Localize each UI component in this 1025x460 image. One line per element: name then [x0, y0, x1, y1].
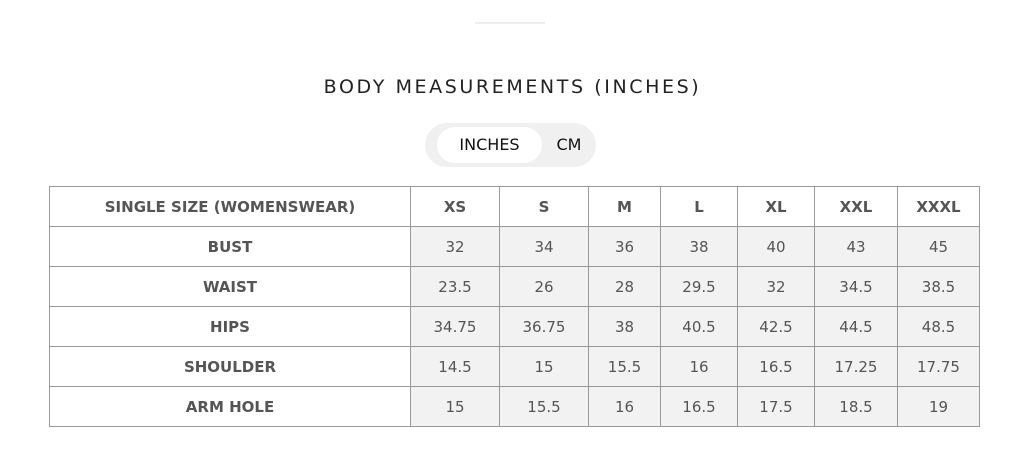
table-cell: 23.5	[410, 266, 500, 307]
table-cell: 38	[660, 226, 738, 267]
column-header: XXL	[814, 186, 898, 227]
table-cell: 26	[499, 266, 589, 307]
table-cell: 42.5	[737, 306, 815, 347]
table-cell: 15	[410, 386, 500, 427]
column-header: S	[499, 186, 589, 227]
column-header: M	[588, 186, 661, 227]
table-cell: 16	[588, 386, 661, 427]
row-label: HIPS	[49, 306, 411, 347]
table-cell: 45	[897, 226, 980, 267]
page-title: BODY MEASUREMENTS (INCHES)	[323, 76, 702, 98]
table-cell: 32	[410, 226, 500, 267]
table-cell: 29.5	[660, 266, 738, 307]
table-cell: 40	[737, 226, 815, 267]
table-cell: 36	[588, 226, 661, 267]
column-header: XXXL	[897, 186, 980, 227]
table-cell: 17.5	[737, 386, 815, 427]
table-cell: 17.25	[814, 346, 898, 387]
table-cell: 15.5	[588, 346, 661, 387]
unit-option-inches[interactable]: INCHES	[437, 127, 542, 163]
table-row: HIPS 34.75 36.75 38 40.5 42.5 44.5 48.5	[49, 306, 980, 347]
table-cell: 17.75	[897, 346, 980, 387]
table-cell: 36.75	[499, 306, 589, 347]
table-cell: 15	[499, 346, 589, 387]
column-header: XL	[737, 186, 815, 227]
table-header-row: SINGLE SIZE (WOMENSWEAR) XS S M L XL XXL XXXL	[49, 186, 980, 227]
table-cell: 16.5	[737, 346, 815, 387]
table-cell: 14.5	[410, 346, 500, 387]
table-cell: 38.5	[897, 266, 980, 307]
table-row: BUST 32 34 36 38 40 43 45	[49, 226, 980, 267]
column-header: SINGLE SIZE (WOMENSWEAR)	[49, 186, 411, 227]
table-cell: 44.5	[814, 306, 898, 347]
row-label: ARM HOLE	[49, 386, 411, 427]
unit-option-cm[interactable]: CM	[556, 135, 582, 154]
unit-toggle: INCHES CM	[425, 123, 596, 167]
table-cell: 19	[897, 386, 980, 427]
divider	[475, 22, 545, 24]
table-cell: 18.5	[814, 386, 898, 427]
table-cell: 40.5	[660, 306, 738, 347]
table-cell: 15.5	[499, 386, 589, 427]
row-label: SHOULDER	[49, 346, 411, 387]
table-cell: 34.5	[814, 266, 898, 307]
table-cell: 16	[660, 346, 738, 387]
table-row: WAIST 23.5 26 28 29.5 32 34.5 38.5	[49, 266, 980, 307]
table-cell: 16.5	[660, 386, 738, 427]
column-header: XS	[410, 186, 500, 227]
table-cell: 28	[588, 266, 661, 307]
column-header: L	[660, 186, 738, 227]
table-row: SHOULDER 14.5 15 15.5 16 16.5 17.25 17.75	[49, 346, 980, 387]
size-chart-table: SINGLE SIZE (WOMENSWEAR) XS S M L XL XXL XXXL BU…	[49, 186, 980, 427]
table-cell: 34	[499, 226, 589, 267]
table-cell: 38	[588, 306, 661, 347]
table-cell: 34.75	[410, 306, 500, 347]
row-label: WAIST	[49, 266, 411, 307]
table-cell: 32	[737, 266, 815, 307]
table-cell: 43	[814, 226, 898, 267]
row-label: BUST	[49, 226, 411, 267]
table-row: ARM HOLE 15 15.5 16 16.5 17.5 18.5 19	[49, 386, 980, 427]
table-cell: 48.5	[897, 306, 980, 347]
